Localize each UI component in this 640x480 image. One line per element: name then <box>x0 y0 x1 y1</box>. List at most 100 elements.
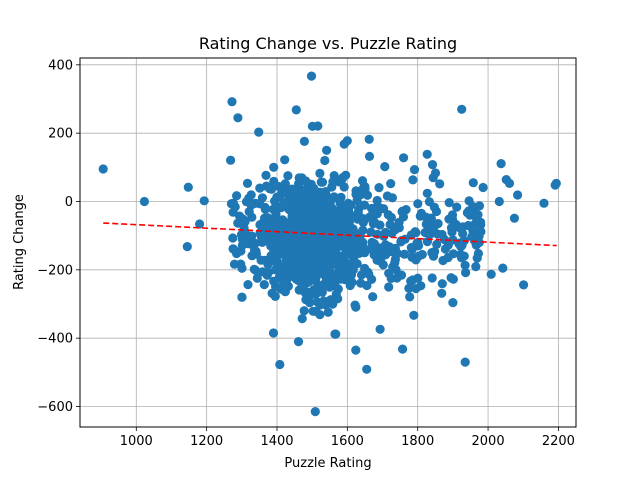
data-point <box>372 195 382 206</box>
y-tick-label: −400 <box>37 332 73 347</box>
data-point <box>299 136 309 146</box>
data-point <box>345 280 355 291</box>
axis-ticks: 1000 1200 1400 1600 1800 2000 2200−600−400−200… <box>37 58 575 449</box>
data-point <box>460 357 470 367</box>
data-point <box>435 179 445 189</box>
data-point <box>255 183 265 193</box>
data-point <box>405 292 415 302</box>
data-point <box>413 237 423 248</box>
data-point <box>344 220 354 230</box>
data-point <box>409 165 420 175</box>
data-point <box>275 359 285 370</box>
data-point <box>398 212 409 222</box>
data-point <box>364 151 375 161</box>
data-point <box>280 155 290 165</box>
data-point <box>339 182 349 192</box>
data-point <box>226 199 236 209</box>
data-point <box>321 212 332 222</box>
data-point <box>284 254 294 264</box>
data-point <box>328 207 338 217</box>
data-point <box>250 245 260 255</box>
data-point <box>386 212 396 223</box>
data-point <box>250 265 261 275</box>
data-point <box>270 291 280 301</box>
data-point <box>244 207 254 217</box>
data-point <box>416 208 426 218</box>
data-point <box>309 183 319 194</box>
data-point <box>461 268 471 278</box>
data-point <box>474 201 485 211</box>
data-point <box>344 208 354 218</box>
data-point <box>255 199 265 209</box>
data-point <box>310 234 320 244</box>
data-point <box>464 196 474 206</box>
data-point <box>498 263 508 273</box>
data-point <box>386 179 396 189</box>
data-point <box>474 237 484 248</box>
y-tick-label: −200 <box>37 263 73 278</box>
data-point <box>333 294 343 304</box>
data-point <box>300 214 310 224</box>
data-point <box>294 197 304 208</box>
data-point <box>474 231 484 241</box>
data-point <box>447 210 458 220</box>
data-point <box>358 225 368 235</box>
x-tick-label: 2200 <box>542 434 575 449</box>
data-point <box>243 280 253 290</box>
data-point <box>239 223 249 233</box>
data-point <box>411 284 421 294</box>
data-point <box>406 243 416 253</box>
data-point <box>269 276 279 286</box>
data-point <box>242 178 253 188</box>
data-point <box>338 172 348 182</box>
data-point <box>374 183 384 193</box>
data-point <box>235 215 245 225</box>
data-point <box>369 217 379 227</box>
data-point <box>326 196 336 206</box>
x-axis-label: Puzzle Rating <box>284 456 371 471</box>
x-tick-label: 1800 <box>401 434 434 449</box>
x-tick-label: 2000 <box>472 434 505 449</box>
data-point <box>228 233 238 243</box>
x-tick-label: 1600 <box>331 434 364 449</box>
data-point <box>246 190 256 200</box>
data-point <box>444 198 454 208</box>
data-point <box>351 345 361 355</box>
data-point <box>446 223 457 233</box>
data-point <box>139 196 149 207</box>
data-point <box>329 270 339 280</box>
data-point <box>351 189 361 199</box>
data-point <box>473 248 483 259</box>
data-point <box>346 249 356 260</box>
data-point <box>252 273 262 283</box>
data-point <box>437 279 447 289</box>
data-point <box>307 267 317 277</box>
data-point <box>443 240 453 250</box>
data-point <box>268 252 278 262</box>
data-point <box>372 229 382 239</box>
data-point <box>269 162 279 172</box>
data-point <box>437 229 447 240</box>
data-point <box>414 251 424 261</box>
x-tick-label: 1200 <box>190 434 223 449</box>
data-point <box>304 203 314 214</box>
data-point <box>286 244 297 254</box>
data-point <box>469 221 479 231</box>
data-point <box>458 229 468 239</box>
data-point <box>283 171 293 181</box>
data-point <box>261 170 271 180</box>
data-point <box>342 136 352 146</box>
data-point <box>406 276 416 286</box>
data-point <box>247 231 257 241</box>
y-tick-label: −600 <box>37 400 73 415</box>
data-point <box>323 276 333 286</box>
data-point <box>308 288 318 298</box>
data-point <box>268 328 279 338</box>
data-point <box>268 204 278 214</box>
trend-line <box>103 222 557 247</box>
data-point <box>259 280 269 290</box>
data-point <box>228 207 238 217</box>
data-point <box>390 225 400 235</box>
data-point <box>348 265 358 275</box>
